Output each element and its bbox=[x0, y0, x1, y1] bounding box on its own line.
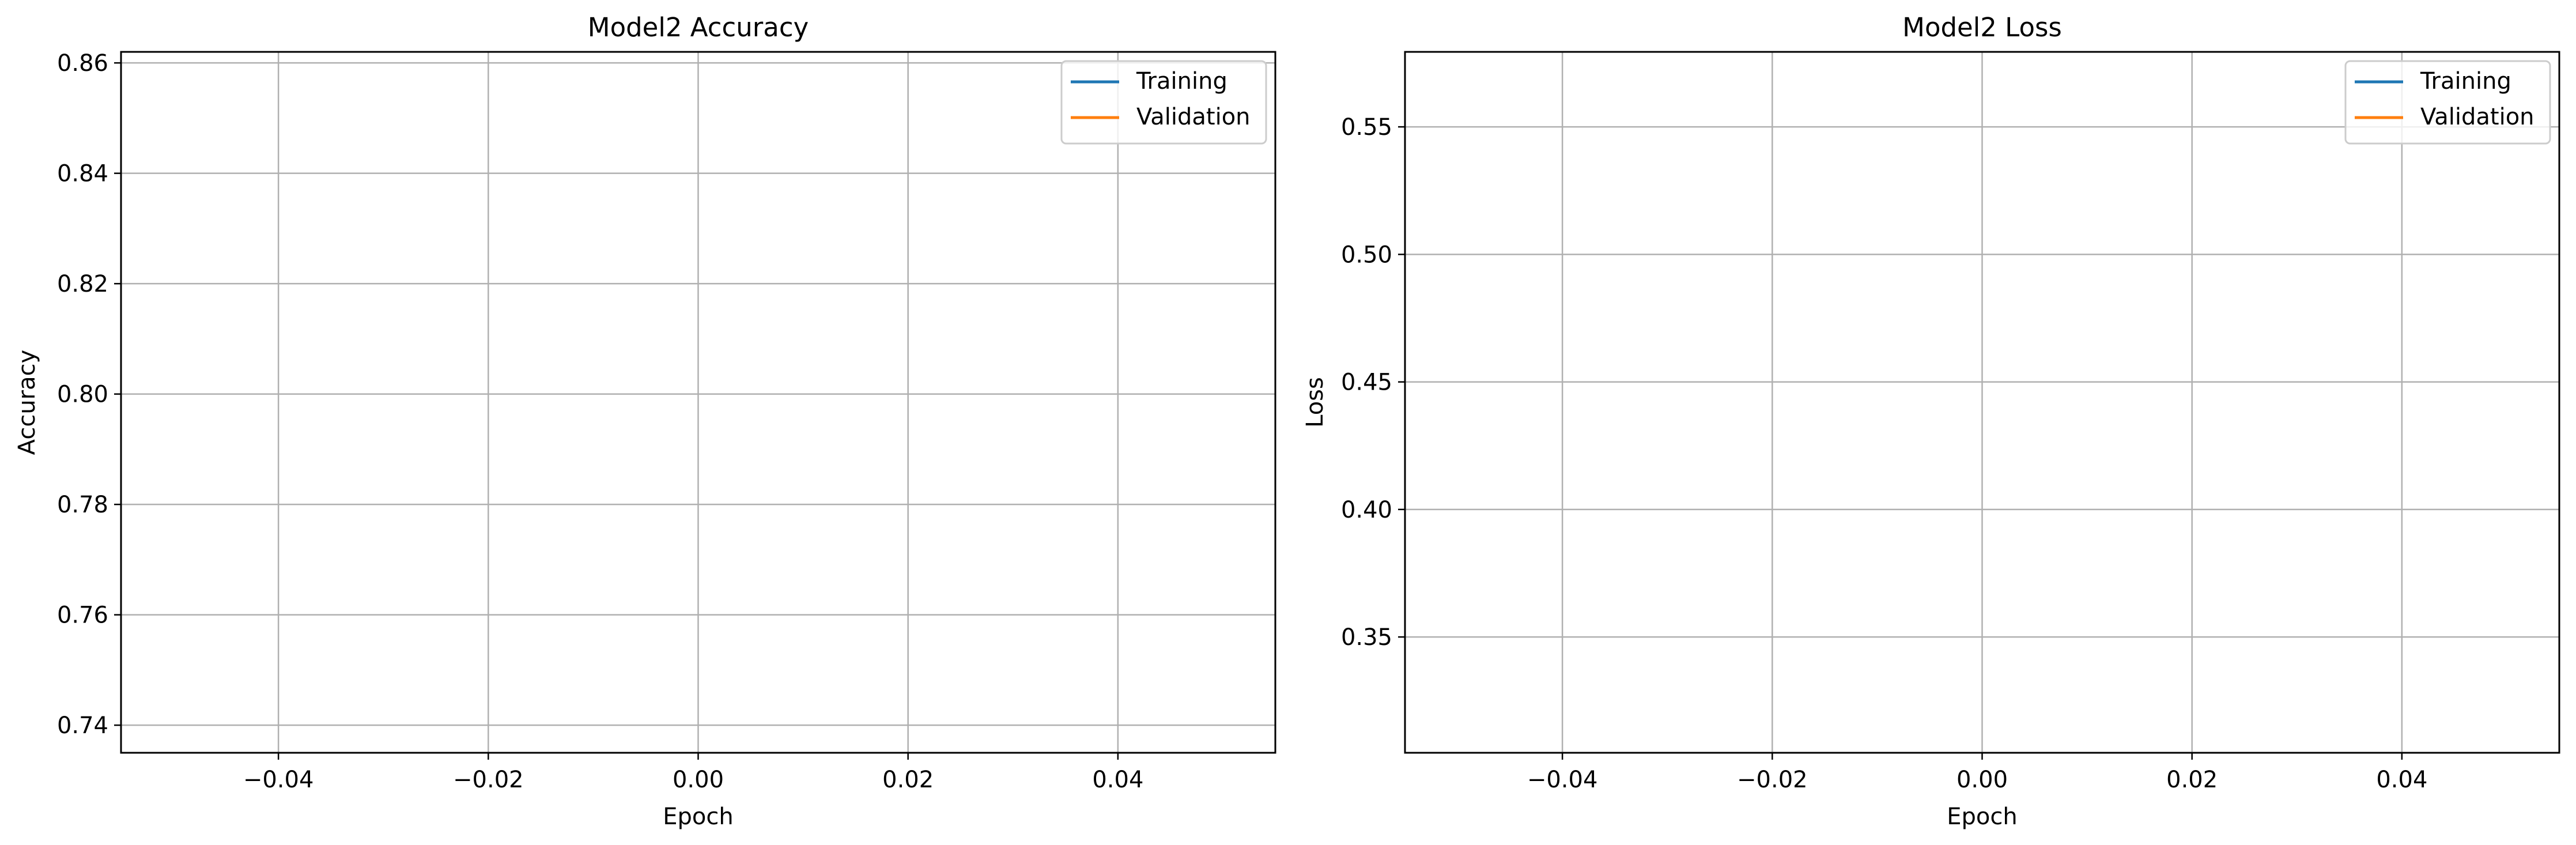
loss-x-tick-label: 0.00 bbox=[1956, 767, 2008, 793]
accuracy-x-tick-label: −0.02 bbox=[453, 767, 524, 793]
accuracy-y-tick-label: 0.86 bbox=[57, 50, 108, 77]
loss-y-tick-label: 0.45 bbox=[1341, 369, 1392, 396]
accuracy-ticks bbox=[114, 62, 1119, 760]
loss-grid bbox=[1405, 52, 2559, 753]
accuracy-x-tick-label: 0.04 bbox=[1092, 767, 1143, 793]
loss-x-axis-label: Epoch bbox=[1947, 803, 2017, 830]
loss-y-tick-label: 0.35 bbox=[1341, 624, 1392, 651]
loss-legend-training-label: Training bbox=[2420, 68, 2511, 95]
accuracy-tick-labels: −0.04 −0.02 0.00 0.02 0.04 0.74 0.76 0.78 0.80 0.… bbox=[57, 50, 1143, 793]
loss-x-tick-label: −0.02 bbox=[1737, 767, 1808, 793]
loss-legend-validation-label: Validation bbox=[2420, 104, 2535, 130]
accuracy-grid bbox=[121, 52, 1275, 753]
accuracy-chart-title: Model2 Accuracy bbox=[588, 12, 809, 43]
accuracy-y-tick-label: 0.84 bbox=[57, 161, 108, 187]
loss-ticks bbox=[1398, 126, 2403, 760]
accuracy-legend: Training Validation bbox=[1060, 60, 1267, 145]
accuracy-y-tick-label: 0.74 bbox=[57, 712, 108, 739]
loss-legend: Training Validation bbox=[2344, 60, 2551, 145]
accuracy-panel: −0.04 −0.02 0.00 0.02 0.04 0.74 0.76 0.78 0.80 0.… bbox=[14, 12, 1276, 830]
loss-x-tick-label: 0.02 bbox=[2166, 767, 2218, 793]
accuracy-legend-validation-label: Validation bbox=[1136, 104, 1251, 130]
accuracy-x-tick-label: 0.00 bbox=[673, 767, 724, 793]
loss-y-axis-label: Loss bbox=[1302, 377, 1328, 428]
loss-x-tick-label: 0.04 bbox=[2376, 767, 2427, 793]
accuracy-y-axis-label: Accuracy bbox=[14, 350, 40, 455]
accuracy-y-tick-label: 0.78 bbox=[57, 492, 108, 518]
loss-panel: −0.04 −0.02 0.00 0.02 0.04 0.35 0.40 0.45 0.50 0.… bbox=[1302, 12, 2560, 830]
loss-y-tick-label: 0.55 bbox=[1341, 114, 1392, 141]
accuracy-y-tick-label: 0.76 bbox=[57, 602, 108, 629]
loss-tick-labels: −0.04 −0.02 0.00 0.02 0.04 0.35 0.40 0.45 0.50 0.… bbox=[1341, 114, 2427, 793]
loss-y-tick-label: 0.40 bbox=[1341, 497, 1392, 523]
accuracy-y-tick-label: 0.80 bbox=[57, 382, 108, 408]
loss-y-tick-label: 0.50 bbox=[1341, 242, 1392, 268]
loss-chart-title: Model2 Loss bbox=[1902, 12, 2062, 43]
accuracy-x-axis-label: Epoch bbox=[663, 803, 733, 830]
accuracy-x-tick-label: 0.02 bbox=[882, 767, 934, 793]
accuracy-y-tick-label: 0.82 bbox=[57, 271, 108, 297]
loss-x-tick-label: −0.04 bbox=[1527, 767, 1598, 793]
accuracy-x-tick-label: −0.04 bbox=[243, 767, 314, 793]
accuracy-legend-training-label: Training bbox=[1136, 68, 1227, 95]
